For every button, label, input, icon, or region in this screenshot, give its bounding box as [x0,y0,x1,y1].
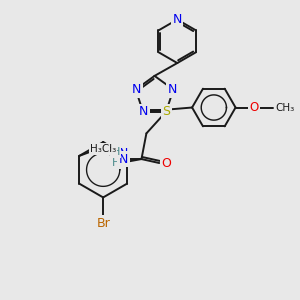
Text: CH₃: CH₃ [275,103,294,112]
Text: H₃C: H₃C [90,144,109,154]
Text: N: N [168,83,177,96]
Text: Br: Br [96,217,110,230]
Text: N: N [132,83,141,96]
Text: O: O [161,157,171,169]
Text: H: H [112,158,120,168]
Text: O: O [250,101,259,114]
Text: H: H [112,147,120,157]
Text: S: S [162,105,170,118]
Text: CH₃: CH₃ [97,144,116,154]
Text: N: N [172,13,182,26]
Text: N: N [119,147,128,160]
Text: N: N [139,105,148,118]
Text: N: N [119,153,128,166]
